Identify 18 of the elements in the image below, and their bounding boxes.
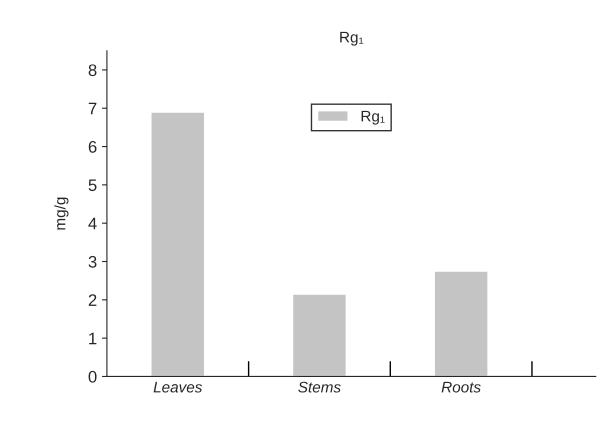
bar	[150, 111, 206, 376]
y-tick-label: 1	[89, 332, 96, 344]
y-tick-label: 6	[88, 140, 96, 153]
x-tick-label: Roots	[442, 382, 481, 393]
y-tick-label: 8	[88, 64, 96, 76]
y-tick-label: 4	[88, 218, 97, 230]
y-tick-label: 0	[88, 370, 97, 383]
x-tick-label: Stems	[298, 382, 341, 393]
y-tick-label: 2	[88, 294, 96, 306]
x-tick-label: Leaves	[154, 382, 202, 393]
bar	[434, 270, 489, 376]
legend-label: Rg₁	[362, 110, 385, 125]
y-tick-label: 5	[88, 179, 97, 192]
bar	[292, 293, 348, 376]
y-axis-title: mg/g	[54, 198, 68, 230]
y-tick-label: 7	[88, 102, 96, 114]
y-tick-label: 3	[88, 256, 96, 268]
chart-title: Rg₁	[340, 32, 364, 46]
